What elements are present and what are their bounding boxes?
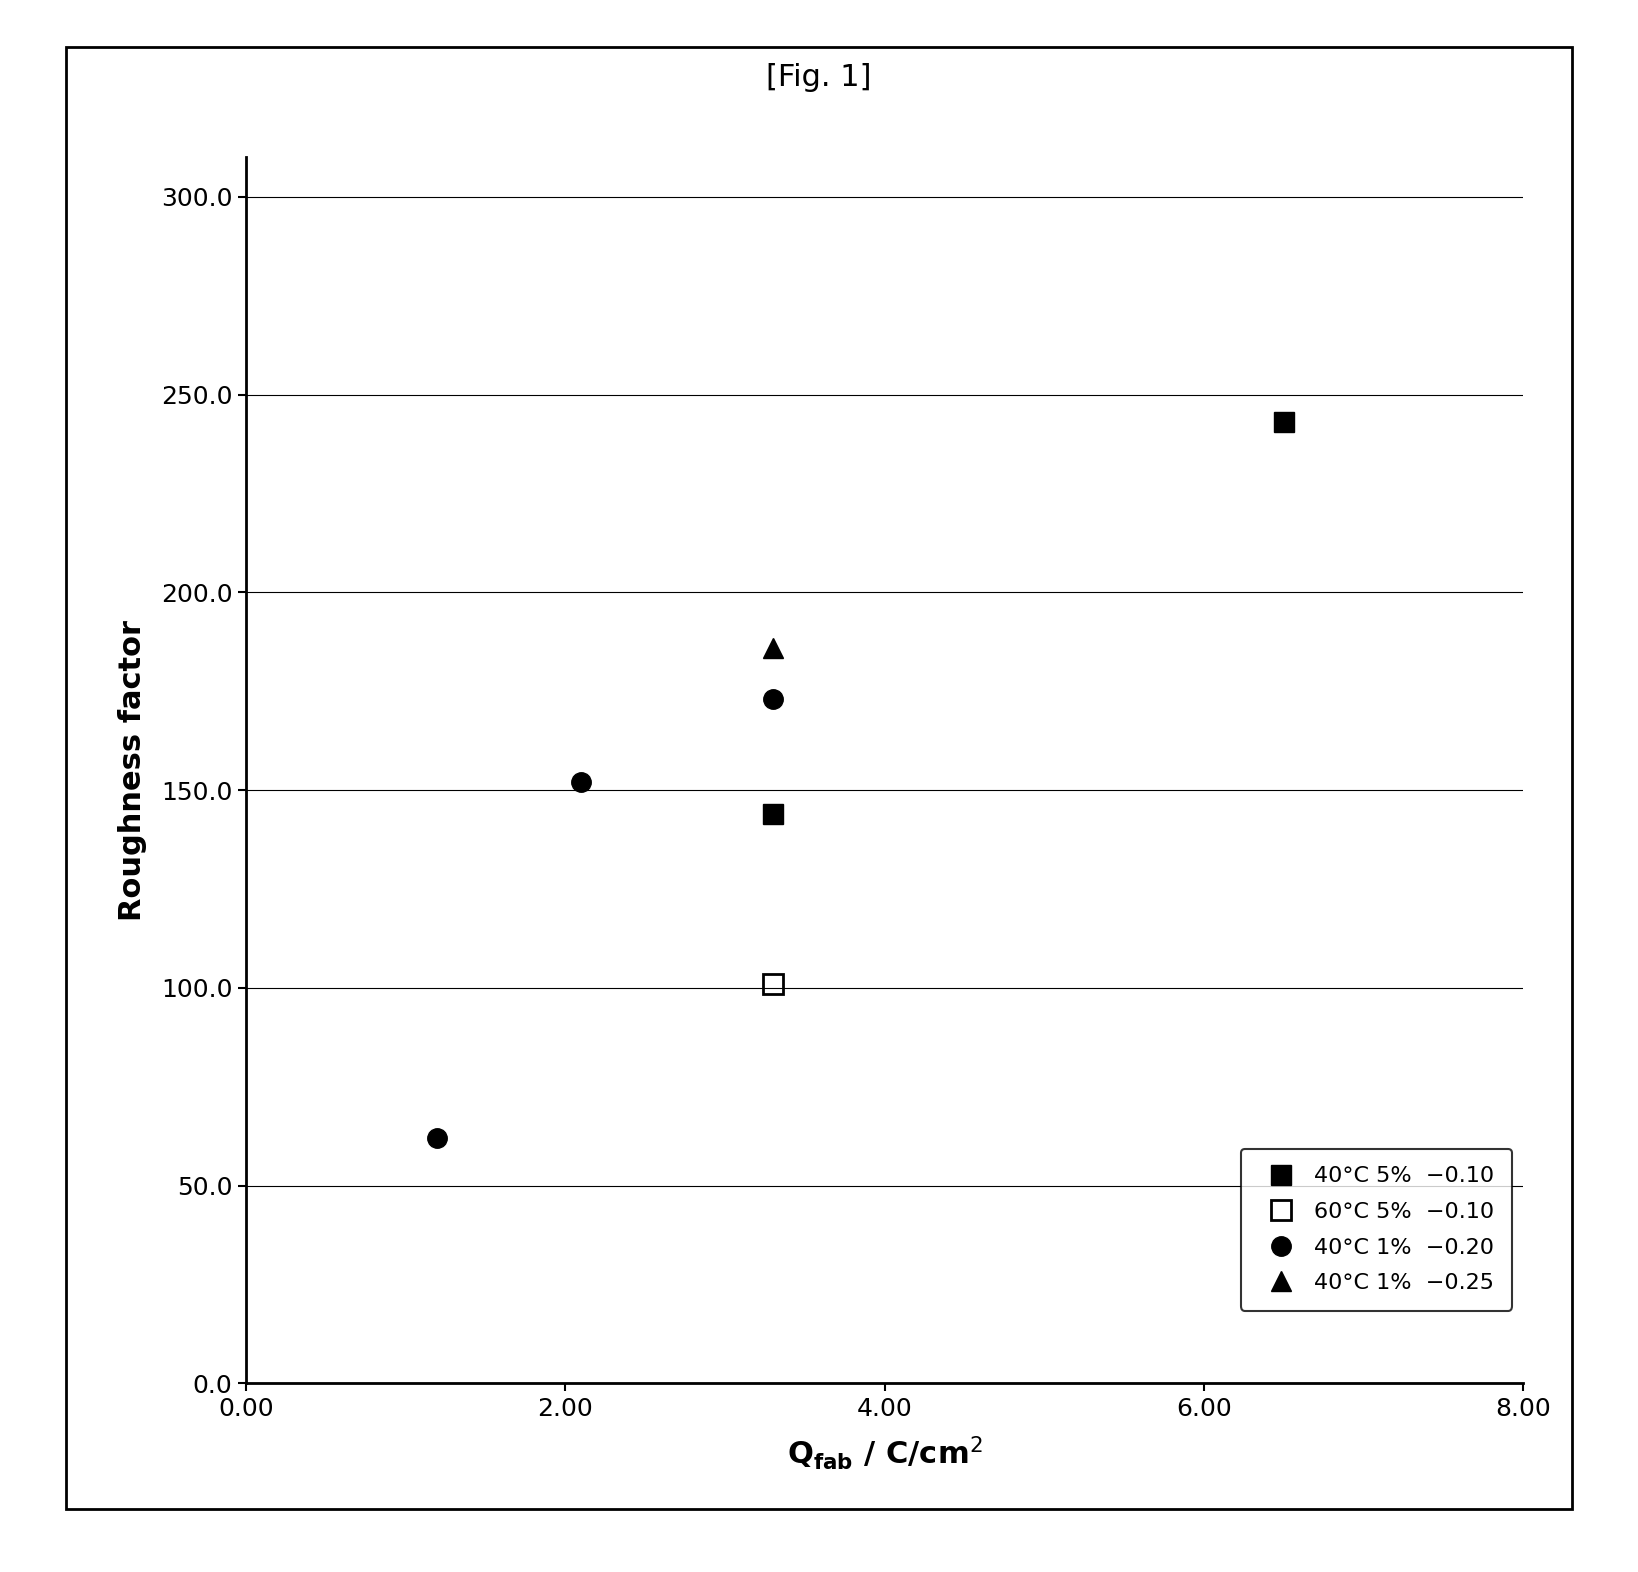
X-axis label: $\mathbf{Q_{fab}}$ / C/cm$^2$: $\mathbf{Q_{fab}}$ / C/cm$^2$	[786, 1434, 983, 1471]
Text: [Fig. 1]: [Fig. 1]	[767, 63, 871, 91]
Legend: 40°C 5%  −0.10, 60°C 5%  −0.10, 40°C 1%  −0.20, 40°C 1%  −0.25: 40°C 5% −0.10, 60°C 5% −0.10, 40°C 1% −0…	[1242, 1149, 1512, 1311]
Y-axis label: Roughness factor: Roughness factor	[118, 619, 147, 921]
